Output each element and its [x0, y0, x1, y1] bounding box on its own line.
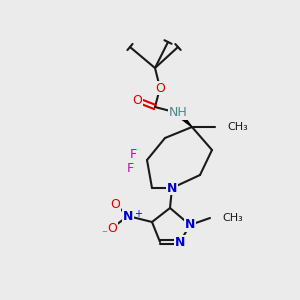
Text: F: F: [126, 161, 134, 175]
Text: O: O: [132, 94, 142, 106]
Text: CH₃: CH₃: [222, 213, 243, 223]
Text: F: F: [129, 148, 137, 161]
Text: N: N: [167, 182, 177, 194]
Text: N: N: [123, 209, 133, 223]
Text: N: N: [175, 236, 185, 248]
Text: NH: NH: [169, 106, 188, 119]
Text: +: +: [134, 209, 142, 219]
Text: CH₃: CH₃: [227, 122, 248, 132]
Text: O: O: [155, 82, 165, 94]
Polygon shape: [176, 111, 192, 127]
Text: O: O: [110, 197, 120, 211]
Text: O: O: [107, 221, 117, 235]
Text: ⁻: ⁻: [101, 229, 107, 239]
Text: N: N: [185, 218, 195, 232]
